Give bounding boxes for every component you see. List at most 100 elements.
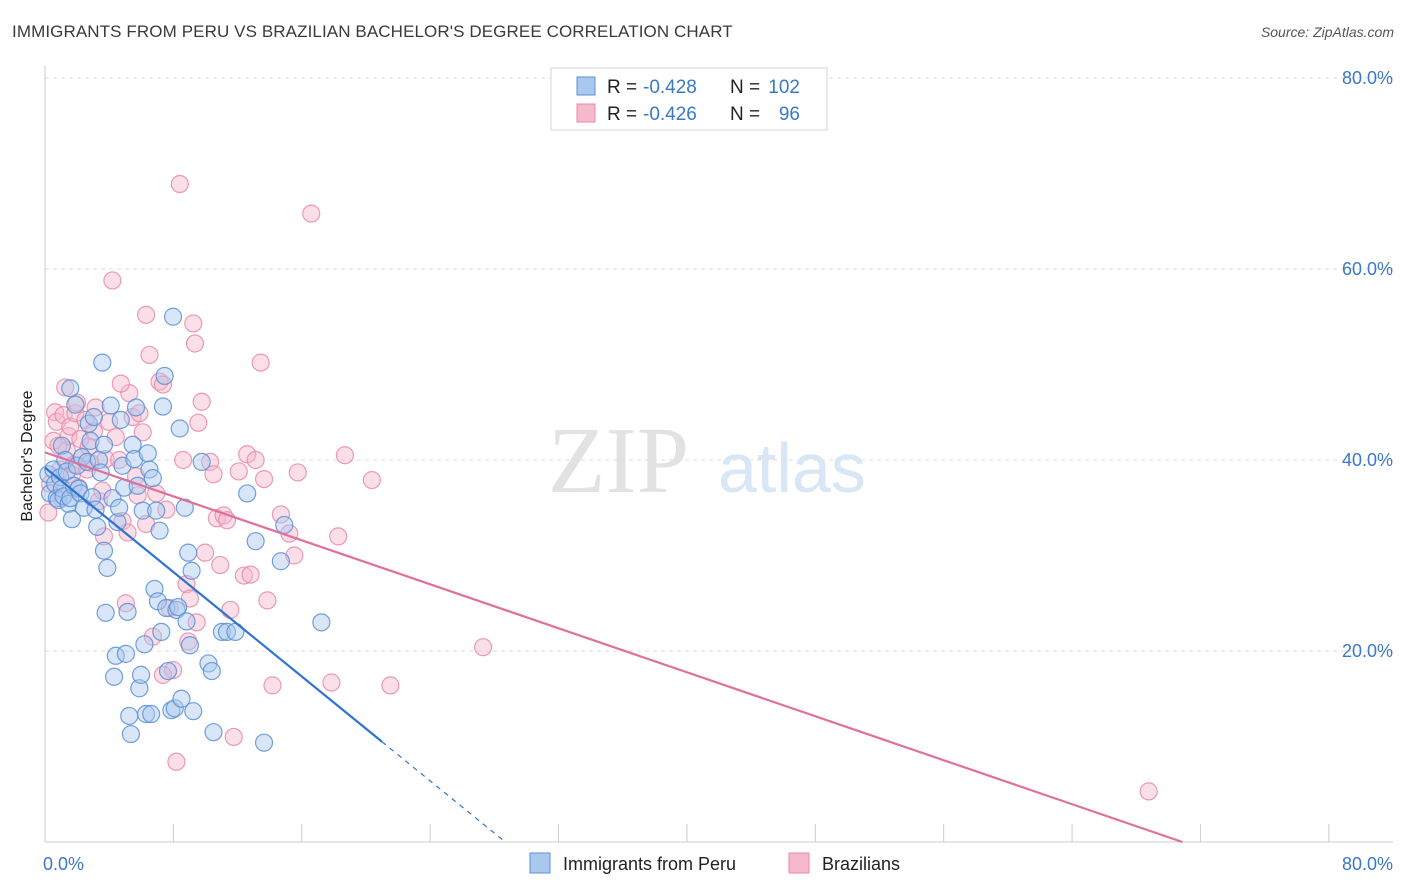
data-point <box>192 452 211 472</box>
data-point <box>169 597 188 617</box>
data-point <box>130 679 149 698</box>
trend-line-brazilians <box>44 451 1183 844</box>
data-point <box>254 470 274 489</box>
data-point <box>110 450 129 470</box>
legend-n-label: N = <box>730 77 760 98</box>
data-point <box>177 612 196 631</box>
data-point <box>172 689 191 708</box>
legend-n-value: 102 <box>768 77 800 98</box>
data-point <box>234 566 253 585</box>
data-point <box>163 307 183 326</box>
data-point <box>187 613 206 632</box>
data-point <box>155 366 174 386</box>
legend-swatch-blue <box>576 76 596 96</box>
data-point <box>180 636 200 655</box>
y-tick-label: 40.0% <box>1342 450 1393 470</box>
x-tick-label-max: 80.0% <box>1342 854 1393 874</box>
data-point <box>61 379 80 398</box>
data-point <box>204 723 223 742</box>
trend-line-peru-extension <box>381 741 506 843</box>
data-point <box>153 397 173 416</box>
legend-box <box>550 67 828 131</box>
data-point <box>94 527 114 546</box>
data-point <box>258 591 277 610</box>
data-point <box>147 501 166 520</box>
data-point <box>238 484 257 503</box>
legend-series-name: Brazilians <box>822 854 900 874</box>
data-point <box>165 699 184 718</box>
data-point <box>71 484 90 503</box>
data-point <box>94 541 114 560</box>
data-point <box>123 435 142 454</box>
y-tick-label: 20.0% <box>1342 641 1393 661</box>
data-point <box>143 469 162 488</box>
data-point <box>84 407 103 427</box>
data-point <box>204 465 223 484</box>
data-point <box>182 561 201 580</box>
data-point <box>125 449 144 469</box>
watermark-atlas: atlas <box>718 429 866 507</box>
chart-source: Source: ZipAtlas.com <box>1260 24 1394 40</box>
data-point <box>126 398 146 417</box>
data-point <box>157 500 176 519</box>
data-point <box>44 460 63 479</box>
data-point <box>212 622 232 642</box>
data-point <box>195 543 215 562</box>
data-point <box>138 444 157 463</box>
legend-r-label: R = <box>607 77 637 98</box>
y-tick-label: 80.0% <box>1342 68 1393 88</box>
data-point <box>131 665 151 684</box>
data-point <box>116 644 135 663</box>
stats-legend: R = -0.428 N = 102 R = -0.426 N = 96 <box>550 67 828 131</box>
data-point <box>93 353 112 372</box>
data-point <box>150 372 169 391</box>
data-point <box>271 552 290 571</box>
data-point <box>335 446 355 465</box>
data-point <box>189 413 208 432</box>
data-point <box>152 622 171 642</box>
data-point <box>1139 782 1158 801</box>
data-point <box>47 412 66 431</box>
data-point <box>104 667 124 686</box>
data-point <box>98 558 117 578</box>
chart-title: IMMIGRANTS FROM PERU VS BRAZILIAN BACHEL… <box>12 22 733 41</box>
data-point <box>64 476 83 495</box>
legend-r-label: R = <box>607 104 637 125</box>
data-point <box>130 404 149 423</box>
data-point <box>111 374 130 393</box>
data-point <box>170 419 189 438</box>
series-legend: Immigrants from Peru Brazilians <box>529 852 900 874</box>
data-point <box>111 410 130 429</box>
trend-lines <box>44 451 1183 844</box>
data-point <box>275 515 294 535</box>
data-point <box>312 613 331 632</box>
legend-n-label: N = <box>730 104 760 125</box>
data-point <box>184 702 203 721</box>
data-point <box>251 353 270 372</box>
trend-line-peru <box>44 466 383 743</box>
data-point <box>150 521 169 540</box>
data-point <box>120 706 139 726</box>
data-point <box>158 661 178 681</box>
data-point <box>285 546 304 565</box>
data-point <box>185 334 205 353</box>
watermark: ZIP atlas <box>548 409 866 513</box>
x-tick-label-min: 0.0% <box>43 854 84 874</box>
data-point <box>246 532 265 551</box>
data-point <box>211 555 230 575</box>
data-point <box>137 704 156 724</box>
data-point <box>167 600 186 620</box>
data-point <box>62 510 82 529</box>
data-point <box>61 417 80 436</box>
data-point <box>174 450 193 470</box>
data-point <box>66 395 85 414</box>
data-point <box>474 638 493 657</box>
data-point <box>202 661 221 681</box>
data-point <box>52 436 71 455</box>
data-point <box>142 704 161 724</box>
data-point <box>121 724 141 744</box>
series-peru <box>39 307 331 752</box>
data-point <box>51 460 70 479</box>
data-point <box>137 305 156 324</box>
